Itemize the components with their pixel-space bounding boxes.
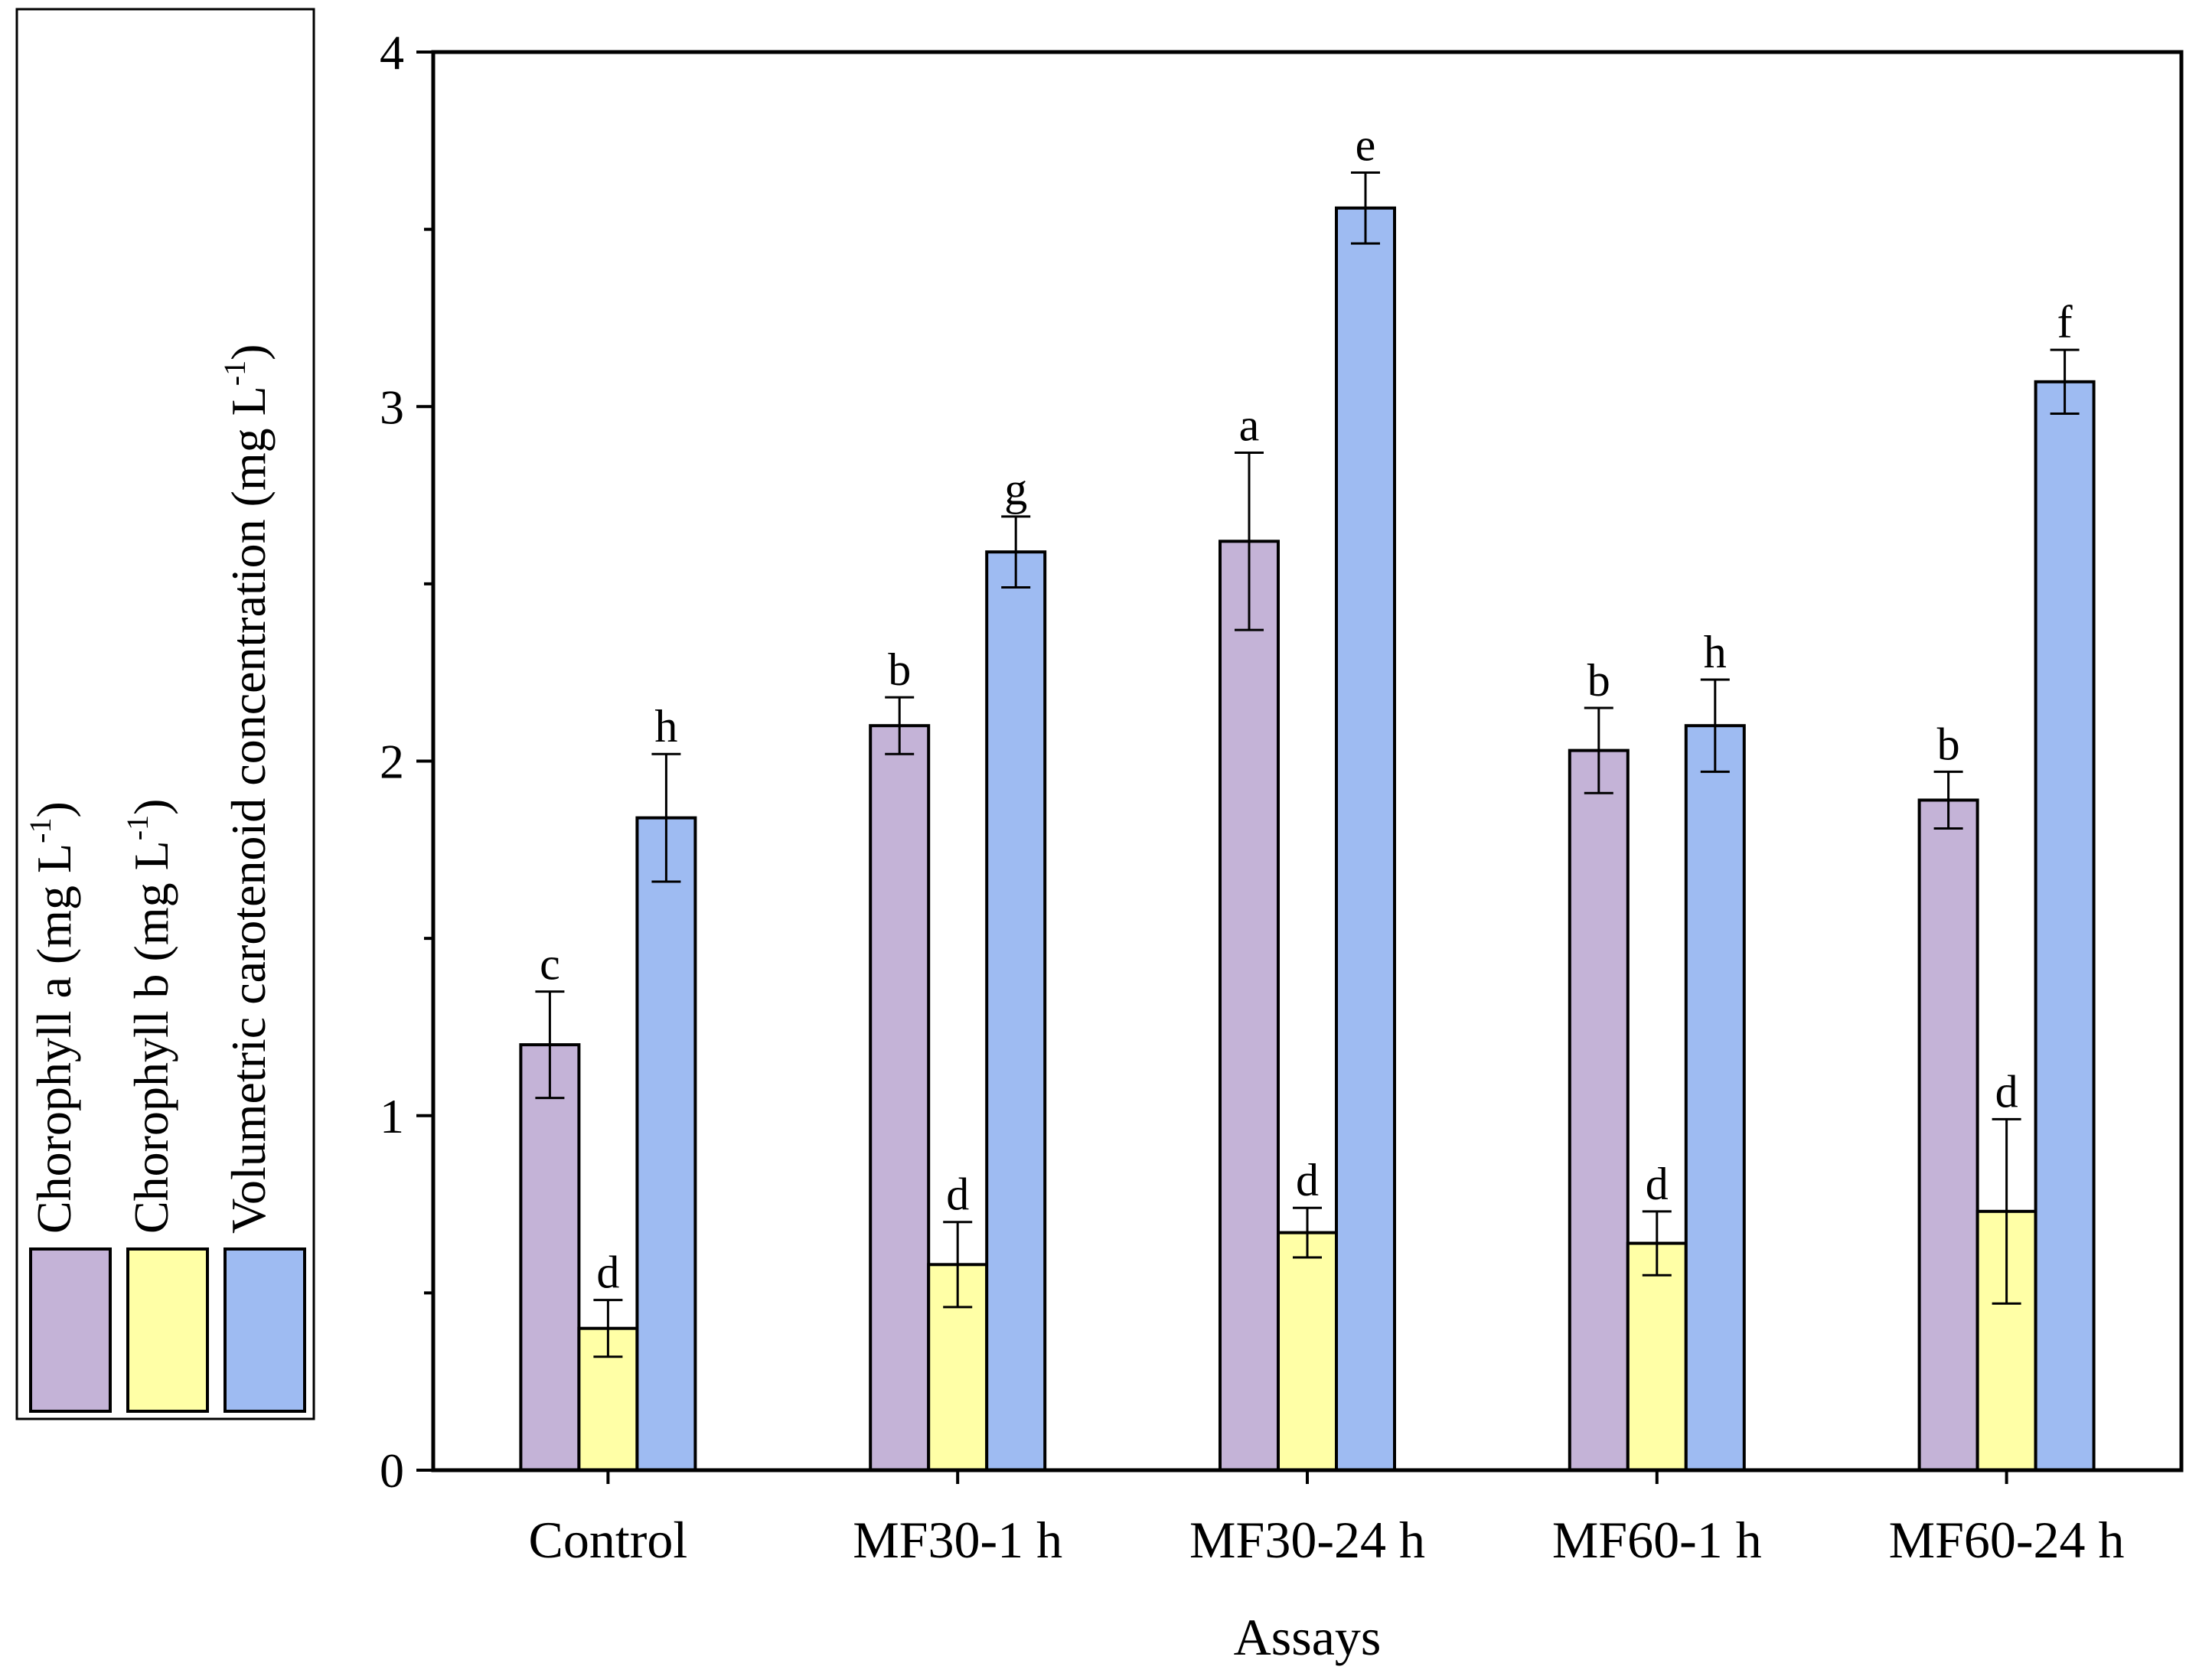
error-bars [535, 171, 2080, 1358]
letter-carotenoid-1: h [654, 701, 677, 752]
bar-carotenoid-1 [635, 816, 697, 1472]
x-tick-label-4: MF60-1 h [1552, 1511, 1762, 1569]
legend-label-chlorophyll-a-close: ) [27, 801, 81, 817]
letter-chlorophyll-a-5: b [1937, 719, 1960, 769]
letter-chlorophyll-b-1: d [596, 1247, 619, 1298]
bar-chlorophyll-a-2 [869, 724, 931, 1472]
bar-carotenoid-4 [1684, 724, 1746, 1472]
x-tick-label-2: MF30-1 h [853, 1511, 1062, 1569]
letter-chlorophyll-a-1: c [540, 939, 560, 990]
legend: Chorophyll a (mg L-1) Chorophyll b (mg L… [15, 8, 315, 1420]
x-tick-label-5: MF60-24 h [1889, 1511, 2125, 1569]
legend-swatch-chlorophyll-a [29, 1247, 112, 1413]
legend-label-carotenoid: Volumetric carotenoid concentration (mg … [217, 344, 276, 1234]
x-axis: Control MF30-1 h MF30-24 h MF60-1 h MF60-24 … [529, 1470, 2125, 1569]
x-tick-label-1: Control [529, 1511, 688, 1569]
x-axis-title: Assays [1234, 1608, 1382, 1666]
bar-chlorophyll-a-5 [1917, 798, 1979, 1472]
plot-area: c d h b d g a d e b d h b d f 0 1 2 3 4 Control MF30-1 h MF3… [380, 25, 2184, 1666]
legend-label-chlorophyll-a-sup: -1 [23, 818, 57, 843]
letter-chlorophyll-b-5: d [1995, 1066, 2018, 1117]
letter-carotenoid-2: g [1004, 464, 1027, 514]
letter-chlorophyll-a-3: a [1239, 399, 1260, 450]
bars [519, 206, 2096, 1472]
letter-chlorophyll-b-3: d [1296, 1155, 1319, 1205]
legend-label-chlorophyll-b-close: ) [124, 799, 178, 815]
letter-carotenoid-3: e [1356, 120, 1376, 171]
letter-carotenoid-4: h [1704, 627, 1727, 677]
legend-label-carotenoid-close: ) [221, 344, 276, 360]
bar-chlorophyll-b-3 [1277, 1231, 1338, 1472]
letter-chlorophyll-b-2: d [946, 1169, 969, 1220]
bar-chlorophyll-b-4 [1626, 1241, 1688, 1472]
x-tick-label-3: MF30-24 h [1189, 1511, 1425, 1569]
legend-label-chlorophyll-a-name: Chorophyll a (mg L [27, 843, 81, 1234]
y-tick-label-3: 3 [380, 380, 404, 434]
bar-carotenoid-2 [985, 550, 1047, 1472]
y-axis: 0 1 2 3 4 [380, 25, 433, 1498]
legend-label-chlorophyll-a: Chorophyll a (mg L-1) [23, 801, 81, 1234]
bar-chlorophyll-a-4 [1568, 748, 1630, 1472]
letter-carotenoid-5: f [2057, 297, 2073, 347]
y-tick-label-1: 1 [380, 1089, 404, 1143]
legend-label-carotenoid-name: Volumetric carotenoid concentration (mg … [221, 386, 276, 1234]
legend-box [15, 8, 315, 1420]
legend-label-chlorophyll-b-sup: -1 [120, 815, 155, 840]
y-tick-label-2: 2 [380, 735, 404, 789]
bar-carotenoid-5 [2034, 380, 2096, 1472]
legend-label-chlorophyll-b-name: Chorophyll b (mg L [124, 840, 178, 1234]
letter-chlorophyll-a-4: b [1587, 655, 1610, 706]
bar-carotenoid-3 [1335, 206, 1396, 1472]
letter-chlorophyll-a-2: b [888, 644, 911, 695]
bar-chlorophyll-a-3 [1219, 540, 1280, 1472]
significance-letters: c d h b d g a d e b d h b d f [540, 120, 2073, 1298]
legend-swatch-carotenoid [223, 1247, 306, 1413]
legend-swatch-chlorophyll-b [126, 1247, 209, 1413]
y-tick-label-4: 4 [380, 25, 404, 80]
legend-label-carotenoid-sup: -1 [217, 360, 252, 386]
y-tick-label-0: 0 [380, 1443, 404, 1498]
letter-chlorophyll-b-4: d [1646, 1159, 1669, 1209]
bar-chlorophyll-a-1 [519, 1043, 581, 1472]
legend-label-chlorophyll-b: Chorophyll b (mg L-1) [120, 799, 178, 1234]
